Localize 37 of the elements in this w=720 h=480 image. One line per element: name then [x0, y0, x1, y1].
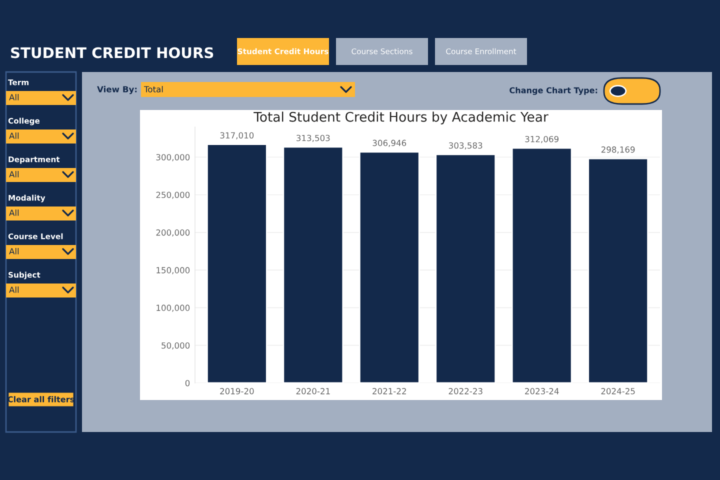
x-tick-label: 2020-21: [296, 388, 330, 394]
text: All: [9, 132, 19, 139]
x-tick-label: 2021-22: [372, 388, 406, 394]
text: STUDENT CREDIT HOURS: [11, 47, 214, 58]
y-tick-label: 250,000: [156, 192, 190, 199]
x-tick-label: 2024-25: [601, 388, 635, 394]
y-tick-label: 100,000: [156, 304, 190, 312]
y-tick-label: 300,000: [156, 154, 190, 162]
y-tick-label: 50,000: [162, 342, 190, 350]
y-tick-label: 150,000: [156, 267, 190, 274]
x-tick-label: 2023-24: [525, 388, 559, 394]
bar: [206, 144, 268, 383]
text: All: [9, 248, 19, 254]
bar: [511, 147, 572, 383]
bar: [588, 158, 648, 383]
chart-title: Total Student Credit Hours by Academic Year: [254, 112, 548, 124]
bar: [282, 146, 344, 383]
bar: [358, 151, 420, 383]
data-label: 313,503: [296, 134, 330, 142]
text: All: [9, 94, 19, 100]
text: View By:: [97, 86, 137, 94]
x-tick-label: 2019-20: [220, 388, 254, 394]
y-tick-label: 200,000: [156, 229, 190, 237]
text: Total: [144, 86, 163, 92]
text: All: [9, 209, 19, 216]
y-tick-label: 0: [185, 380, 190, 386]
text: All: [9, 170, 19, 178]
data-label: 303,583: [449, 142, 482, 150]
data-label: 317,010: [220, 132, 254, 140]
data-label: 306,946: [372, 140, 406, 147]
text: Change Chart Type:: [510, 87, 598, 95]
bar: [435, 154, 496, 383]
data-label: 312,069: [525, 136, 558, 144]
data-label: 298,169: [601, 146, 635, 154]
text: Clear all filters: [8, 396, 74, 402]
text: All: [9, 286, 19, 293]
x-tick-label: 2022-23: [448, 388, 482, 394]
